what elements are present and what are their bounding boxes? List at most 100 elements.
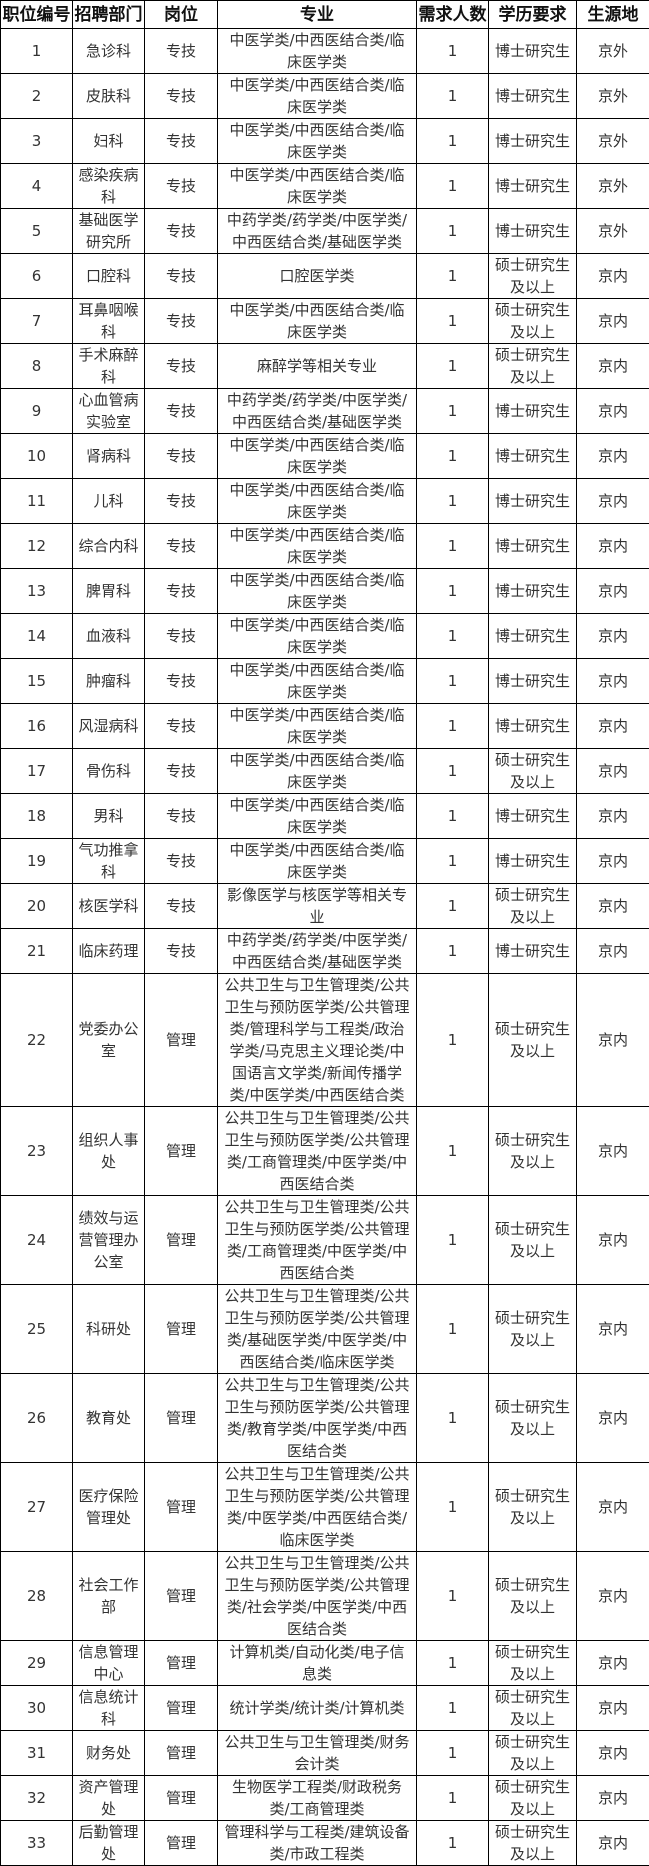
cell-origin: 京内	[577, 1285, 649, 1374]
cell-count: 1	[417, 1374, 489, 1463]
cell-id: 25	[1, 1285, 73, 1374]
cell-post: 专技	[145, 389, 218, 434]
cell-count: 1	[417, 524, 489, 569]
cell-origin: 京内	[577, 884, 649, 929]
cell-id: 9	[1, 389, 73, 434]
cell-edu: 博士研究生	[489, 614, 577, 659]
cell-origin: 京内	[577, 1776, 649, 1821]
cell-count: 1	[417, 1285, 489, 1374]
cell-id: 28	[1, 1552, 73, 1641]
cell-post: 管理	[145, 1686, 218, 1731]
cell-origin: 京内	[577, 254, 649, 299]
cell-post: 管理	[145, 1731, 218, 1776]
cell-edu: 硕士研究生及以上	[489, 974, 577, 1107]
cell-origin: 京内	[577, 929, 649, 974]
cell-edu: 硕士研究生及以上	[489, 299, 577, 344]
cell-origin: 京内	[577, 479, 649, 524]
cell-count: 1	[417, 1107, 489, 1196]
cell-count: 1	[417, 794, 489, 839]
cell-dept: 肿瘤科	[73, 659, 145, 704]
cell-dept: 信息统计科	[73, 1686, 145, 1731]
cell-edu: 硕士研究生及以上	[489, 1821, 577, 1866]
cell-dept: 财务处	[73, 1731, 145, 1776]
cell-major: 统计学类/统计类/计算机类	[218, 1686, 417, 1731]
cell-dept: 儿科	[73, 479, 145, 524]
cell-major: 中医学类/中西医结合类/临床医学类	[218, 839, 417, 884]
cell-id: 33	[1, 1821, 73, 1866]
cell-post: 专技	[145, 524, 218, 569]
cell-major: 影像医学与核医学等相关专业	[218, 884, 417, 929]
cell-edu: 博士研究生	[489, 794, 577, 839]
cell-count: 1	[417, 1552, 489, 1641]
cell-edu: 硕士研究生及以上	[489, 1776, 577, 1821]
cell-count: 1	[417, 29, 489, 74]
cell-id: 18	[1, 794, 73, 839]
cell-major: 中医学类/中西医结合类/临床医学类	[218, 569, 417, 614]
cell-count: 1	[417, 1463, 489, 1552]
cell-major: 中医学类/中西医结合类/临床医学类	[218, 794, 417, 839]
cell-id: 16	[1, 704, 73, 749]
cell-id: 10	[1, 434, 73, 479]
cell-post: 专技	[145, 119, 218, 164]
cell-id: 12	[1, 524, 73, 569]
cell-major: 中医学类/中西医结合类/临床医学类	[218, 479, 417, 524]
cell-origin: 京内	[577, 1552, 649, 1641]
cell-id: 21	[1, 929, 73, 974]
cell-id: 20	[1, 884, 73, 929]
cell-count: 1	[417, 569, 489, 614]
header-count: 需求人数	[417, 1, 489, 29]
cell-post: 专技	[145, 254, 218, 299]
cell-count: 1	[417, 929, 489, 974]
cell-major: 公共卫生与卫生管理类/公共卫生与预防医学类/公共管理类/管理科学与工程类/政治学…	[218, 974, 417, 1107]
cell-major: 公共卫生与卫生管理类/财务会计类	[218, 1731, 417, 1776]
cell-edu: 硕士研究生及以上	[489, 1463, 577, 1552]
cell-count: 1	[417, 614, 489, 659]
cell-origin: 京内	[577, 1686, 649, 1731]
cell-edu: 硕士研究生及以上	[489, 1107, 577, 1196]
cell-post: 管理	[145, 974, 218, 1107]
cell-dept: 骨伤科	[73, 749, 145, 794]
cell-post: 专技	[145, 434, 218, 479]
cell-id: 32	[1, 1776, 73, 1821]
cell-id: 6	[1, 254, 73, 299]
cell-edu: 博士研究生	[489, 29, 577, 74]
cell-count: 1	[417, 164, 489, 209]
cell-dept: 综合内科	[73, 524, 145, 569]
cell-edu: 硕士研究生及以上	[489, 1552, 577, 1641]
cell-major: 中医学类/中西医结合类/临床医学类	[218, 74, 417, 119]
cell-id: 31	[1, 1731, 73, 1776]
cell-edu: 硕士研究生及以上	[489, 1374, 577, 1463]
cell-dept: 急诊科	[73, 29, 145, 74]
cell-id: 24	[1, 1196, 73, 1285]
cell-dept: 核医学科	[73, 884, 145, 929]
cell-id: 3	[1, 119, 73, 164]
cell-dept: 肾病科	[73, 434, 145, 479]
cell-id: 7	[1, 299, 73, 344]
cell-origin: 京内	[577, 1731, 649, 1776]
cell-major: 中医学类/中西医结合类/临床医学类	[218, 524, 417, 569]
cell-post: 专技	[145, 839, 218, 884]
cell-dept: 临床药理	[73, 929, 145, 974]
cell-post: 专技	[145, 164, 218, 209]
cell-post: 专技	[145, 29, 218, 74]
cell-edu: 硕士研究生及以上	[489, 749, 577, 794]
cell-edu: 博士研究生	[489, 209, 577, 254]
cell-major: 公共卫生与卫生管理类/公共卫生与预防医学类/公共管理类/工商管理类/中医学类/中…	[218, 1196, 417, 1285]
cell-count: 1	[417, 74, 489, 119]
cell-dept: 党委办公室	[73, 974, 145, 1107]
cell-count: 1	[417, 479, 489, 524]
cell-origin: 京内	[577, 704, 649, 749]
cell-origin: 京内	[577, 974, 649, 1107]
cell-edu: 博士研究生	[489, 119, 577, 164]
